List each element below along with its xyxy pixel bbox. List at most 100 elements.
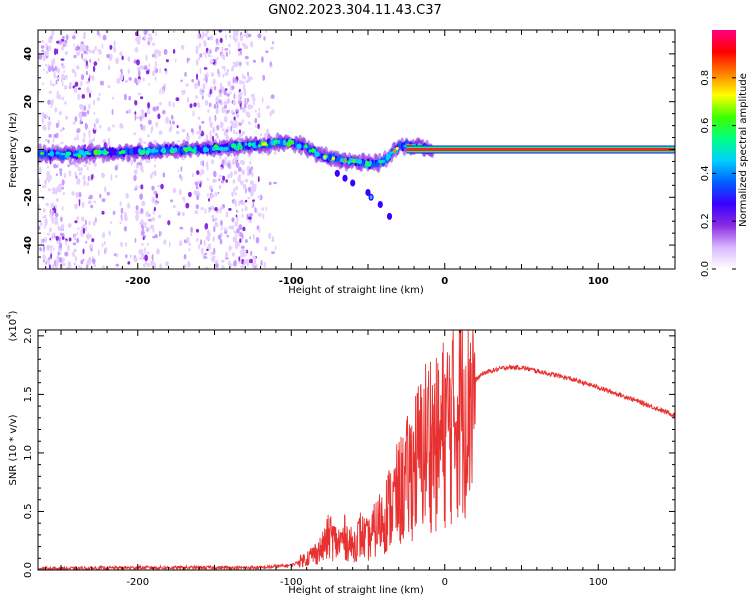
spectrogram-noise-dot bbox=[227, 126, 229, 130]
spectrogram-noise-dot bbox=[82, 224, 86, 227]
spectrogram-noise-dot bbox=[186, 132, 189, 137]
spectrogram-noise-dot bbox=[142, 77, 145, 82]
spectrogram-noise-dot bbox=[61, 73, 64, 77]
ridge-branch bbox=[334, 169, 340, 177]
spectrogram-noise-dot bbox=[44, 179, 47, 185]
spectrogram-noise-dot bbox=[144, 35, 146, 40]
spectrogram-noise-dot bbox=[88, 220, 91, 226]
spectrogram-noise-dot bbox=[175, 97, 180, 102]
spectrogram-noise-dot bbox=[196, 186, 199, 190]
spectrogram-noise-dot bbox=[229, 34, 232, 39]
spectrogram-x-axis-label: Height of straight line (km) bbox=[288, 285, 424, 296]
spectrogram-noise-dot bbox=[209, 88, 212, 95]
spectrogram-noise-dot bbox=[44, 138, 49, 142]
ridge-peak bbox=[93, 150, 99, 153]
spectrogram-noise-dot bbox=[265, 206, 268, 212]
spectrogram-noise-dot bbox=[144, 261, 148, 265]
spectrogram-noise-dot bbox=[227, 261, 231, 266]
spectrogram-noise-dot bbox=[197, 190, 200, 197]
spectrogram-noise-dot bbox=[51, 67, 55, 72]
spectrogram-noise-dot bbox=[226, 234, 229, 238]
spectrogram-noise-dot bbox=[60, 223, 65, 231]
spectrogram-noise-dot bbox=[83, 31, 87, 37]
spectrogram-noise-dot bbox=[202, 31, 204, 34]
spectrogram-noise-dot bbox=[40, 45, 45, 49]
spectrogram-noise-dot bbox=[109, 53, 113, 60]
spectrogram-noise-dot bbox=[207, 192, 209, 198]
spectrogram-noise-dot bbox=[97, 49, 102, 52]
spectrogram-noise-dot bbox=[38, 225, 41, 230]
spectrogram-noise-dot bbox=[156, 248, 160, 255]
spectrogram-noise-dot bbox=[38, 137, 41, 141]
spectrogram-noise-dot bbox=[83, 164, 87, 167]
spectrogram-noise-dot bbox=[114, 165, 119, 171]
spectrogram-noise-dot bbox=[199, 53, 203, 58]
spectrogram-noise-dot bbox=[167, 220, 171, 226]
spectrogram-noise-dot bbox=[179, 173, 181, 179]
spectrogram-noise-dot bbox=[221, 47, 224, 52]
snr-y-tick-label: 1.0 bbox=[23, 445, 34, 461]
spectrogram-noise-dot bbox=[239, 250, 242, 254]
spectrogram-noise-dot bbox=[77, 166, 82, 172]
spectrogram-noise-dot bbox=[257, 195, 261, 199]
spectrogram-noise-dot bbox=[226, 68, 230, 73]
spectrogram-noise-dot bbox=[92, 49, 95, 54]
spectrogram-noise-dot bbox=[195, 204, 199, 210]
snr-x-axis-label: Height of straight line (km) bbox=[288, 585, 424, 596]
spectrogram-noise-dot bbox=[140, 109, 144, 114]
spectrogram-noise-dot bbox=[119, 201, 122, 207]
spectrogram-noise-dot bbox=[223, 100, 228, 106]
spectrogram-noise-dot bbox=[218, 89, 223, 94]
spectrogram-noise-dot bbox=[188, 248, 191, 252]
spectrogram-noise-dot bbox=[209, 121, 213, 128]
spectrogram-noise-dot bbox=[134, 237, 137, 243]
spectrogram-noise-dot bbox=[119, 74, 124, 81]
spectrogram-noise-dot bbox=[90, 75, 93, 79]
ridge-peak bbox=[161, 147, 166, 151]
spectrogram-noise-dot bbox=[234, 201, 238, 207]
spectrogram-noise-dot bbox=[247, 196, 251, 200]
spectrogram-noise-dot bbox=[53, 210, 57, 214]
spectrogram-noise-dot bbox=[128, 95, 132, 101]
spectrogram-noise-dot bbox=[246, 60, 249, 67]
spectrogram-noise-dot bbox=[107, 126, 111, 132]
snr-line bbox=[38, 330, 675, 570]
spectrogram-noise-dot bbox=[64, 39, 68, 44]
spectrogram-noise-dot bbox=[172, 187, 177, 194]
spectrogram-noise-dot bbox=[108, 230, 111, 236]
spectrogram-noise-dot bbox=[232, 129, 236, 134]
spectrogram-noise-dot bbox=[145, 30, 149, 34]
spectrogram-noise-dot bbox=[229, 171, 233, 178]
ridge-branch bbox=[365, 189, 371, 196]
spectrogram-noise-dot bbox=[251, 180, 255, 185]
spectrogram-noise-dot bbox=[50, 100, 53, 107]
spectrogram-noise-dot bbox=[240, 159, 245, 165]
spectrogram-noise-dot bbox=[109, 44, 113, 50]
spectrogram-noise-dot bbox=[230, 120, 234, 125]
spectrogram-noise-dot bbox=[186, 135, 190, 141]
ridge-peak bbox=[282, 139, 287, 144]
spectrogram-noise-dot bbox=[234, 81, 239, 85]
spectrogram-noise-dot bbox=[232, 236, 236, 243]
spectrogram-noise-dot bbox=[204, 223, 209, 230]
spectrogram-noise-dot bbox=[170, 114, 174, 120]
spectrogram-noise-dot bbox=[172, 49, 176, 54]
spectrogram-noise-dot bbox=[234, 240, 238, 246]
spectrogram-noise-dot bbox=[73, 87, 78, 93]
spectrogram-noise-dot bbox=[179, 226, 184, 230]
ridge-peak-strong bbox=[393, 149, 397, 153]
spectrogram-noise-dot bbox=[218, 184, 222, 190]
spectrogram-noise-dot bbox=[172, 205, 176, 209]
spectrogram-noise-dot bbox=[214, 58, 217, 65]
spectrogram-noise-dot bbox=[202, 83, 206, 90]
spectrogram-noise-dot bbox=[48, 116, 51, 121]
spectrogram-noise-dot bbox=[218, 178, 221, 182]
spectrogram-noise-dot bbox=[87, 200, 92, 205]
spectrogram-noise-dot bbox=[196, 170, 200, 176]
spectrogram-noise-dot bbox=[221, 180, 224, 184]
spectrogram-noise-dot bbox=[180, 166, 183, 172]
spectrogram-noise-dot bbox=[214, 191, 218, 197]
spectrogram-noise-dot bbox=[154, 234, 158, 239]
spectrogram-noise-dot bbox=[96, 30, 100, 36]
spectrogram-noise-dot bbox=[226, 93, 230, 97]
